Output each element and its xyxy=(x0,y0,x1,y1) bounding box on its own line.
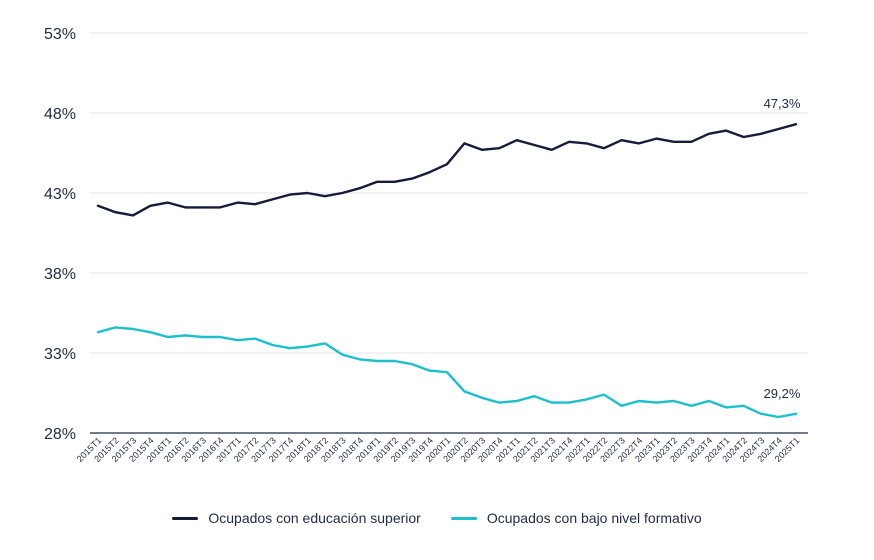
y-axis-ticks: 28% 33% 38% 43% 48% 53% xyxy=(44,26,76,443)
end-labels: 47,3% 29,2% xyxy=(764,96,801,401)
legend-label-educacion-superior: Ocupados con educación superior xyxy=(208,510,421,526)
end-label-bajo-nivel-formativo: 29,2% xyxy=(764,386,801,401)
end-label-educacion-superior: 47,3% xyxy=(764,96,801,111)
y-tick-label: 48% xyxy=(44,106,76,123)
legend-swatch-educacion-superior xyxy=(172,516,199,520)
series-line-educacion-superior xyxy=(96,122,798,217)
legend-item-bajo-nivel-formativo: Ocupados con bajo nivel formativo xyxy=(450,510,702,526)
legend: Ocupados con educación superior Ocupados… xyxy=(0,510,874,526)
x-axis-ticks: 2015T12015T22015T32015T42016T12016T22016… xyxy=(75,435,802,464)
gridlines xyxy=(90,32,808,354)
series-lines xyxy=(96,122,798,419)
series-line-bajo-nivel-formativo xyxy=(96,326,798,419)
legend-label-bajo-nivel-formativo: Ocupados con bajo nivel formativo xyxy=(486,510,702,526)
y-tick-label: 28% xyxy=(44,426,76,443)
y-tick-label: 43% xyxy=(44,186,76,203)
legend-item-educacion-superior: Ocupados con educación superior xyxy=(172,510,421,526)
legend-swatch-bajo-nivel-formativo xyxy=(450,516,477,520)
y-tick-label: 33% xyxy=(44,346,76,363)
y-tick-label: 53% xyxy=(44,26,76,43)
y-tick-label: 38% xyxy=(44,266,76,283)
